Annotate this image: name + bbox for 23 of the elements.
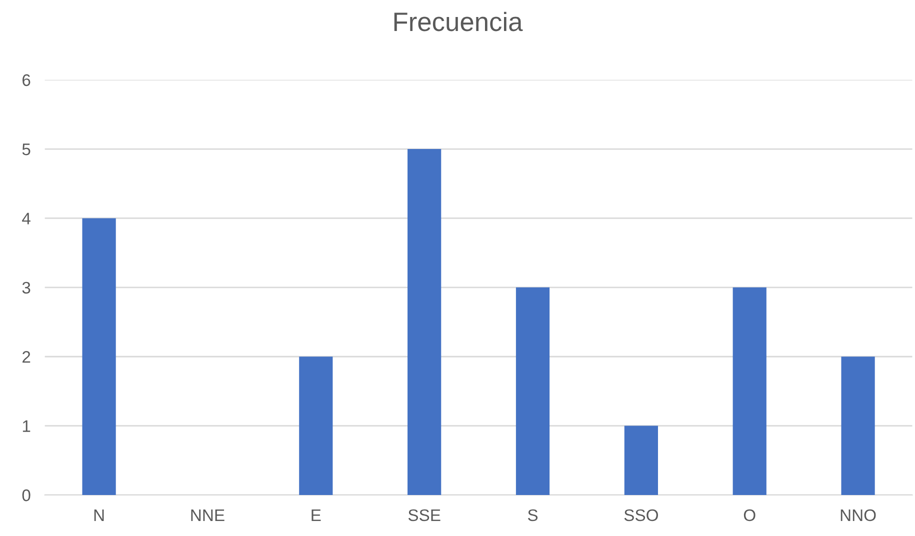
x-tick-label: NNE — [191, 509, 224, 521]
x-tick-label: N — [94, 509, 104, 521]
x-tick-label: S — [528, 509, 538, 522]
chart-title: Frecuencia — [394, 12, 523, 32]
bar — [732, 287, 766, 495]
x-tick-label: O — [744, 509, 756, 522]
y-tick-label: 6 — [22, 74, 30, 86]
y-tick-label: 2 — [22, 351, 30, 363]
bar — [841, 356, 875, 495]
bar — [299, 356, 333, 495]
x-tick-label: SSO — [624, 509, 658, 522]
y-tick-label: 5 — [22, 144, 30, 156]
y-tick-label: 1 — [22, 420, 30, 432]
y-tick-label: 0 — [22, 489, 30, 502]
x-tick-label: SSE — [408, 509, 440, 522]
bar — [82, 218, 116, 495]
bar — [516, 287, 550, 495]
bar — [408, 149, 442, 495]
x-tick-label: E — [312, 509, 321, 521]
x-tick-label: NNO — [840, 509, 876, 522]
y-tick-label: 4 — [22, 212, 30, 224]
y-tick-label: 3 — [22, 282, 30, 294]
bar — [624, 426, 658, 495]
